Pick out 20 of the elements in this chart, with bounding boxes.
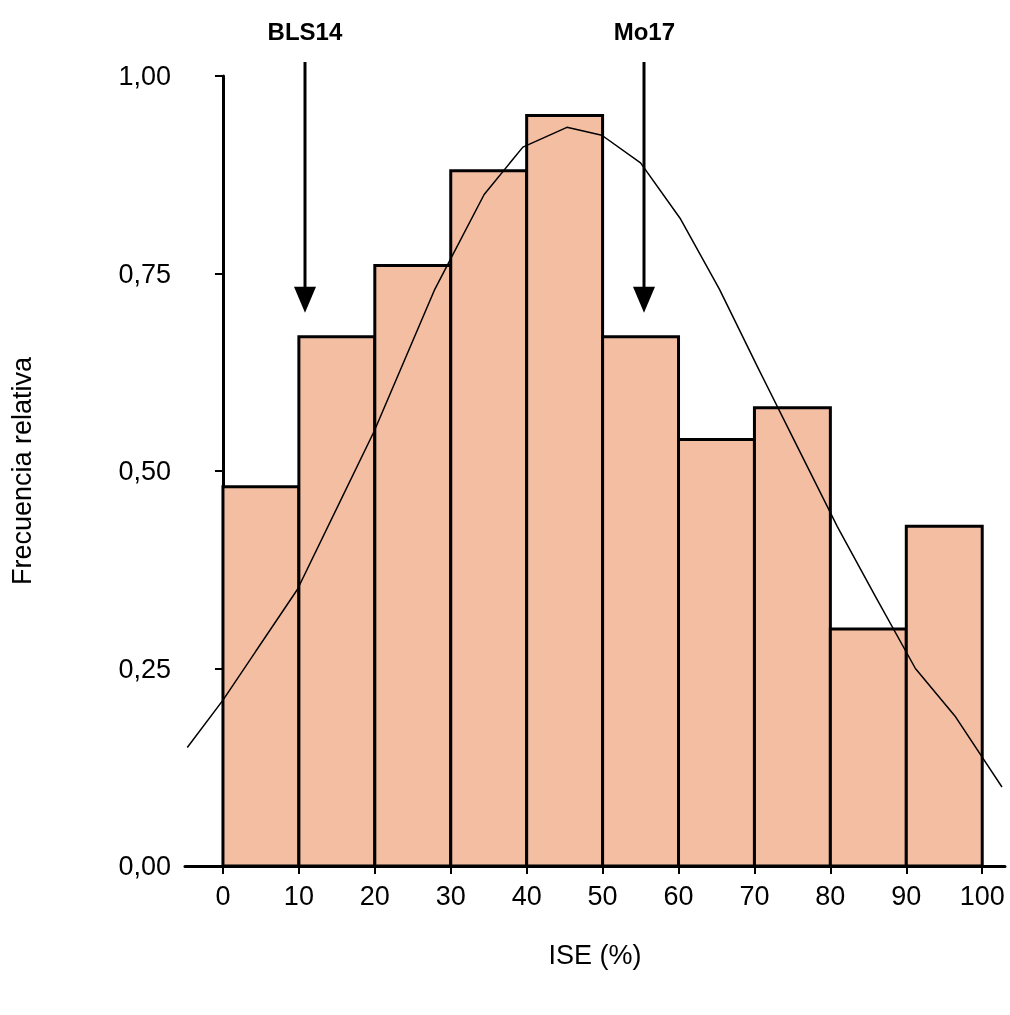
x-tick-label: 80 xyxy=(815,880,846,911)
y-tick-label: 0,00 xyxy=(118,851,171,881)
x-tick-label: 70 xyxy=(739,880,770,911)
x-tick-label: 90 xyxy=(891,880,922,911)
y-tick-label: 0,25 xyxy=(118,653,171,684)
x-tick-label: 50 xyxy=(587,880,618,911)
x-tick-label: 100 xyxy=(959,880,1005,911)
x-tick-label: 40 xyxy=(511,880,542,911)
ref-line-label: Mo17 xyxy=(613,18,676,46)
x-axis-title: ISE (%) xyxy=(548,939,642,970)
x-tick-label: 20 xyxy=(359,880,390,911)
ref-line-label: BLS14 xyxy=(267,18,343,46)
x-tick-label: 60 xyxy=(663,880,694,911)
y-tick-label: 0,75 xyxy=(118,258,171,289)
y-tick-label: 1,00 xyxy=(118,61,171,91)
x-tick-label: 30 xyxy=(435,880,466,911)
y-tick-label: 0,50 xyxy=(118,456,171,486)
x-tick-label: 10 xyxy=(283,880,314,911)
y-axis-title: Frecuencia relativa xyxy=(6,355,37,586)
x-tick-label: 0 xyxy=(215,880,231,911)
